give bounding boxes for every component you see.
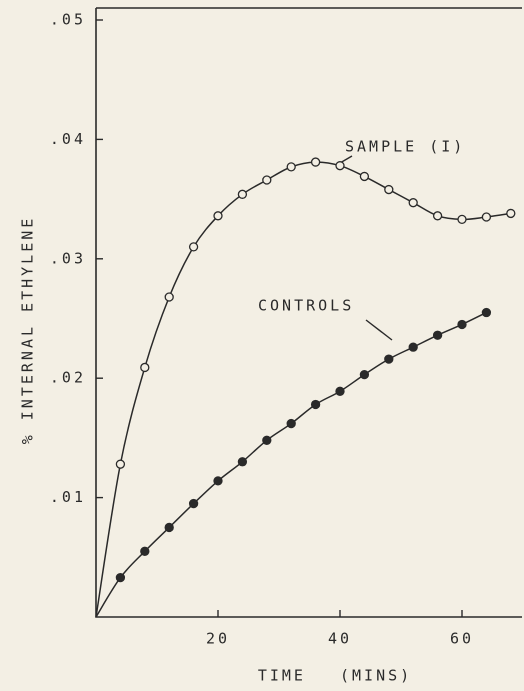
data-point: [115, 572, 126, 583]
data-point: [359, 171, 370, 182]
annotation: CONTROLS: [258, 297, 354, 315]
data-point: [140, 362, 150, 373]
y-tick-label: .05: [50, 11, 86, 29]
data-point: [140, 546, 150, 556]
y-tick-label: .04: [50, 130, 86, 148]
y-tick-label: .03: [50, 249, 86, 267]
y-tick-label: .01: [50, 488, 86, 506]
data-point: [481, 212, 492, 222]
data-point: [335, 386, 345, 396]
data-point: [262, 175, 272, 185]
data-point: [310, 399, 321, 410]
data-point: [286, 162, 296, 172]
x-tick-label: 20: [206, 630, 230, 648]
data-point: [408, 198, 418, 208]
data-point: [506, 208, 516, 219]
data-point: [432, 211, 443, 221]
data-point: [310, 157, 321, 167]
data-point: [237, 189, 248, 199]
data-point: [384, 354, 394, 364]
data-point: [457, 319, 467, 330]
y-axis-label: % INTERNAL ETHYLENE: [19, 216, 37, 445]
y-tick-label: .02: [50, 369, 86, 387]
data-point: [262, 435, 272, 445]
data-point: [457, 214, 467, 225]
data-point: [164, 522, 174, 533]
annotation: SAMPLE (I): [345, 138, 465, 156]
data-point: [188, 498, 199, 509]
x-tick-label: 40: [328, 630, 352, 648]
data-point: [384, 184, 394, 195]
data-point: [213, 476, 223, 486]
data-point: [115, 459, 126, 469]
data-point: [213, 211, 223, 221]
data-point: [481, 307, 492, 318]
data-point: [188, 242, 199, 252]
data-point: [359, 369, 370, 380]
data-point: [335, 161, 345, 171]
data-point: [432, 330, 443, 340]
x-axis-label: TIME (MINS): [258, 667, 412, 685]
data-point: [286, 418, 296, 429]
x-tick-label: 60: [450, 630, 474, 648]
data-point: [164, 292, 174, 302]
annotation-pointer: [365, 319, 393, 341]
data-point: [237, 457, 248, 467]
data-point: [408, 342, 418, 352]
